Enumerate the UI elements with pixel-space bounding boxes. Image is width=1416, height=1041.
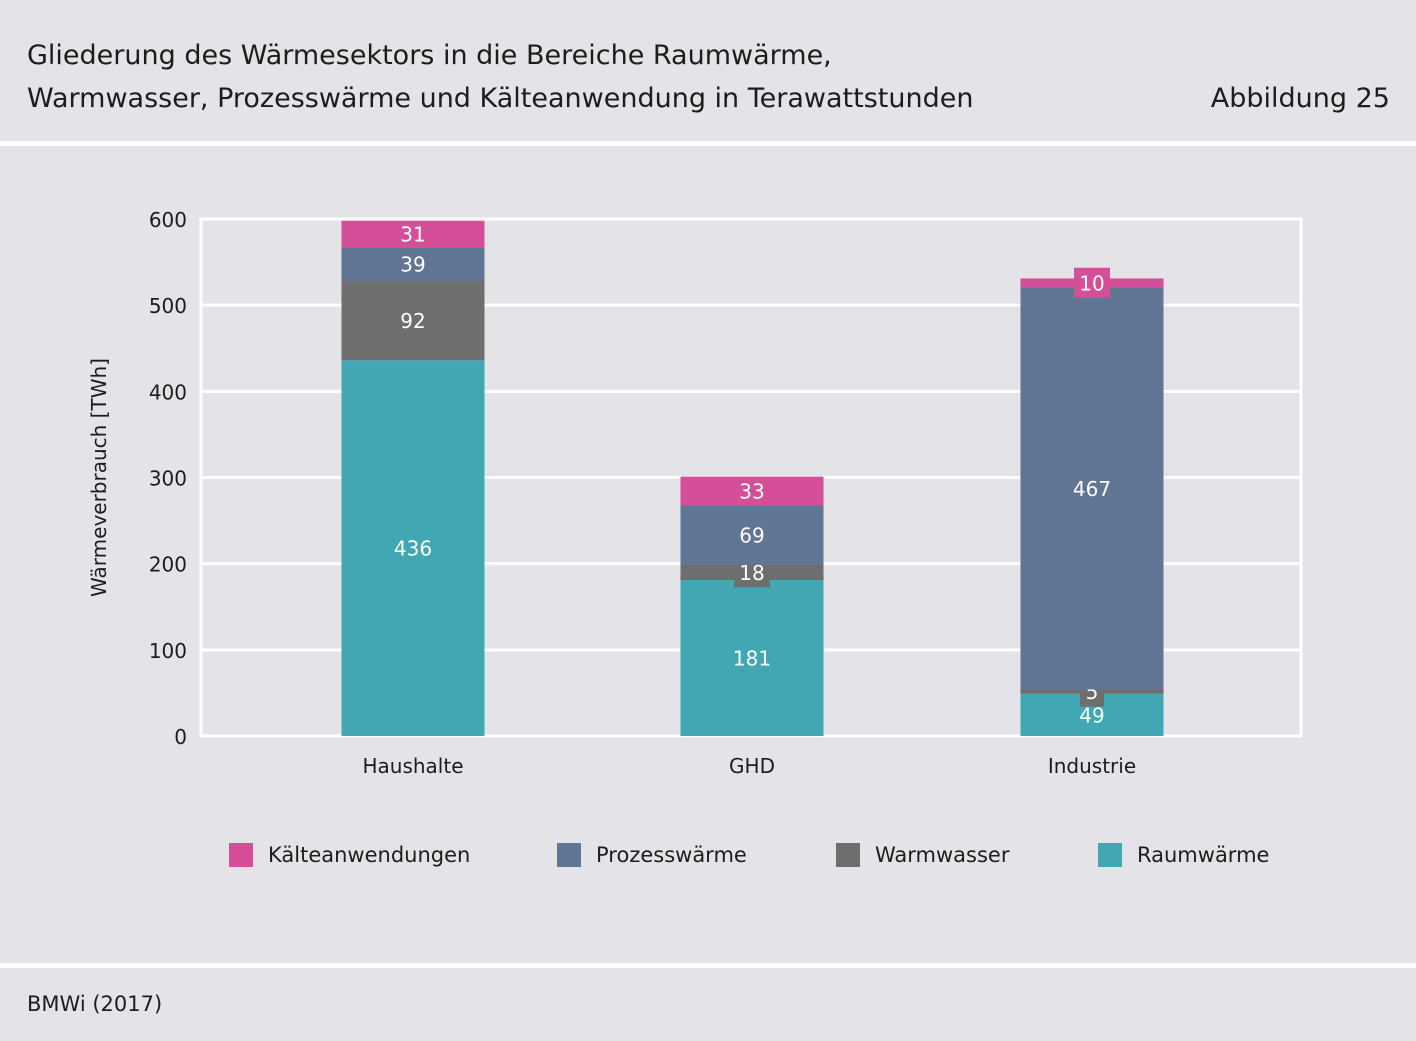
bar-segment — [341, 360, 485, 736]
y-axis-label: Wärmeverbrauch [TWh] — [87, 358, 111, 597]
legend-item: Raumwärme — [1098, 840, 1269, 870]
bar-segment — [1020, 287, 1164, 690]
y-tick-label: 500 — [149, 294, 187, 318]
legend-swatch — [557, 843, 581, 867]
y-tick-label: 600 — [149, 208, 187, 232]
legend-item: Kälteanwendungen — [229, 840, 470, 870]
legend-label: Warmwasser — [875, 843, 1010, 867]
chart-header: Gliederung des Wärmesektors in die Berei… — [0, 0, 1416, 140]
bar-segment — [680, 505, 824, 565]
header-divider — [0, 141, 1416, 146]
data-label: 39 — [400, 253, 425, 277]
legend-swatch — [229, 843, 253, 867]
chart-title-line-1: Gliederung des Wärmesektors in die Berei… — [27, 40, 832, 71]
bar-segment — [341, 247, 485, 282]
chart-legend: Kälteanwendungen Prozesswärme Warmwasser Ra… — [0, 840, 1416, 870]
data-label: 33 — [739, 479, 764, 503]
chart-title-line-2: Warmwasser, Prozesswärme und Kälteanwend… — [27, 83, 974, 114]
y-tick-label: 0 — [174, 725, 187, 749]
data-label: 49 — [1079, 703, 1104, 727]
data-label: 10 — [1079, 271, 1104, 295]
bar-segment — [341, 220, 485, 248]
legend-swatch — [836, 843, 860, 867]
stacked-bar-chart: 0 100 200 300 400 500 600 Wärmeverbrauch [TWh] 4… — [87, 208, 1303, 778]
data-label: 181 — [733, 647, 771, 671]
legend-item: Warmwasser — [836, 840, 1010, 870]
data-label-box — [1074, 267, 1110, 298]
legend-label: Kälteanwendungen — [268, 843, 471, 867]
y-tick-label: 400 — [149, 380, 187, 404]
legend-label: Prozesswärme — [596, 843, 747, 867]
y-tick-label: 200 — [149, 553, 187, 577]
legend-swatch — [1098, 843, 1122, 867]
legend-item: Prozesswärme — [557, 840, 747, 870]
x-tick-label: Industrie — [1048, 754, 1136, 778]
data-label: 436 — [394, 537, 432, 561]
y-tick-label: 100 — [149, 639, 187, 663]
x-tick-label: Haushalte — [362, 754, 463, 778]
figure-label: Abbildung 25 — [1210, 83, 1390, 114]
legend-label: Raumwärme — [1137, 843, 1270, 867]
data-label: 31 — [400, 223, 425, 247]
data-label: 69 — [739, 523, 764, 547]
bar-segment — [341, 281, 485, 361]
y-tick-label: 300 — [149, 467, 187, 491]
data-label: 18 — [739, 561, 764, 585]
data-label: 92 — [400, 309, 425, 333]
bar-segment — [680, 476, 824, 506]
footer-divider — [0, 963, 1416, 968]
bar-segment — [680, 580, 824, 736]
data-label: 467 — [1073, 477, 1111, 501]
x-tick-label: GHD — [729, 754, 775, 778]
source-note: BMWi (2017) — [27, 992, 163, 1016]
